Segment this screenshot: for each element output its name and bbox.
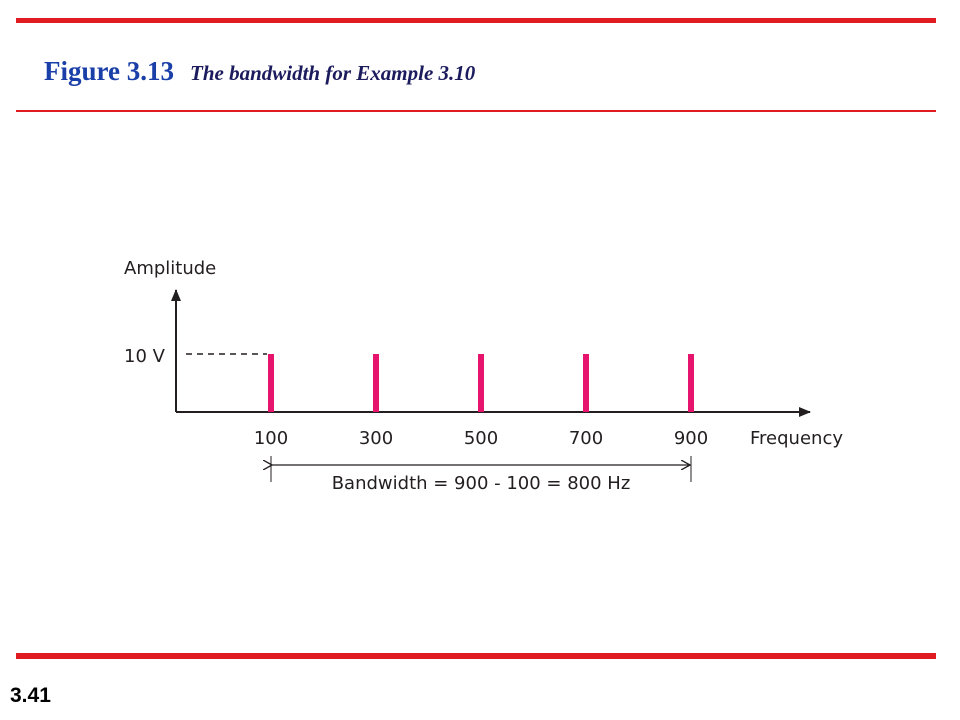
spectrum-bar-900 — [688, 354, 694, 412]
title-underline-rule — [16, 110, 936, 112]
x-tick-label: 700 — [569, 428, 603, 449]
bottom-rule — [16, 653, 936, 659]
figure-label: Figure 3.13 — [44, 56, 174, 86]
x-axis-label: Frequency — [750, 428, 843, 449]
x-tick-label: 500 — [464, 428, 498, 449]
y-tick-label: 10 V — [124, 346, 166, 367]
figure-caption: The bandwidth for Example 3.10 — [190, 61, 476, 85]
spectrum-bar-300 — [373, 354, 379, 412]
x-tick-label: 100 — [254, 428, 288, 449]
x-tick-label: 900 — [674, 428, 708, 449]
spectrum-bar-500 — [478, 354, 484, 412]
y-axis-label: Amplitude — [124, 258, 216, 279]
bandwidth-annotation: Bandwidth = 900 - 100 = 800 Hz — [332, 473, 631, 494]
spectrum-bar-700 — [583, 354, 589, 412]
bars-group — [268, 354, 694, 412]
slide-title: Figure 3.13 The bandwidth for Example 3.… — [44, 56, 475, 87]
top-rule — [16, 18, 936, 23]
x-tick-label: 300 — [359, 428, 393, 449]
slide-number: 3.41 — [10, 684, 51, 707]
spectrum-bar-100 — [268, 354, 274, 412]
x-tick-labels-group: 100 300 500 700 900 — [254, 428, 708, 449]
